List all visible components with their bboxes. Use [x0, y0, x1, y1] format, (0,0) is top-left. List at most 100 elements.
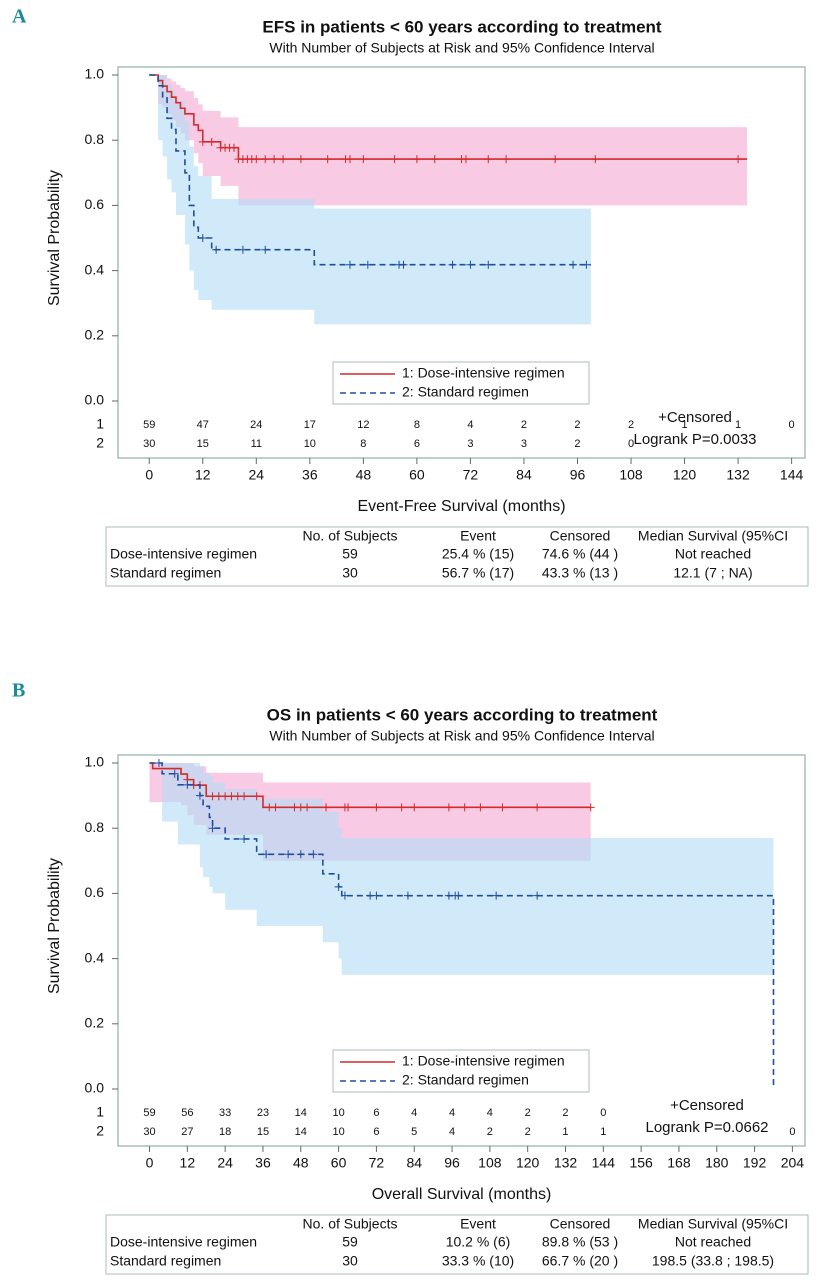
- at-risk-count: 10: [332, 1126, 344, 1138]
- x-tick-label: 60: [331, 1155, 347, 1171]
- x-tick-label: 120: [516, 1155, 540, 1171]
- censor-mark: [296, 155, 305, 164]
- at-risk-count: 2: [562, 1107, 568, 1119]
- censor-mark: [412, 155, 421, 164]
- at-risk-count: 24: [250, 419, 262, 431]
- at-risk-count: 6: [373, 1107, 379, 1119]
- table-cell: 10.2 % (6): [446, 1234, 511, 1250]
- table-frame: [105, 1214, 809, 1275]
- chart-title: EFS in patients < 60 years according to …: [262, 17, 661, 36]
- y-tick-label: 0.8: [85, 819, 105, 835]
- censor-mark: [261, 155, 270, 164]
- x-tick-label: 156: [629, 1155, 653, 1171]
- censor-mark: [372, 891, 381, 900]
- x-tick-label: 144: [780, 467, 804, 483]
- x-tick-label: 12: [180, 1155, 196, 1171]
- chart-title: OS in patients < 60 years according to t…: [267, 705, 658, 724]
- y-axis-label: Survival Probability: [46, 170, 63, 306]
- censor-mark: [284, 850, 293, 859]
- censor-mark: [454, 891, 463, 900]
- at-risk-count: 12: [357, 419, 369, 431]
- legend-box: [332, 1049, 590, 1093]
- legend-label: 1: Dose-intensive regimen: [402, 365, 565, 381]
- censor-mark: [533, 891, 542, 900]
- x-tick-label: 84: [516, 467, 532, 483]
- table-cell: 33.3 % (10): [442, 1253, 514, 1269]
- at-risk-count: 59: [143, 1107, 155, 1119]
- censor-mark: [238, 245, 247, 254]
- censor-mark: [484, 260, 493, 269]
- censor-mark: [303, 803, 312, 812]
- censor-mark: [252, 155, 261, 164]
- at-risk-count: 2: [525, 1107, 531, 1119]
- table-cell: Standard regimen: [110, 1253, 221, 1269]
- censor-mark: [444, 803, 453, 812]
- at-risk-count: 59: [143, 419, 155, 431]
- at-risk-count: 11: [251, 438, 262, 450]
- at-risk-count: 17: [304, 419, 316, 431]
- table-cell: 56.7 % (17): [442, 565, 514, 581]
- censor-mark: [296, 850, 305, 859]
- table-cell: 59: [342, 1234, 358, 1250]
- y-tick-label: 0.6: [85, 196, 105, 212]
- censor-mark: [460, 803, 469, 812]
- x-axis-label: Event-Free Survival (months): [357, 498, 565, 515]
- at-risk-count: 30: [143, 438, 155, 450]
- at-risk-count: 1: [681, 419, 687, 431]
- censor-mark: [309, 850, 318, 859]
- x-tick-label: 144: [592, 1155, 616, 1171]
- censor-mark: [492, 891, 501, 900]
- at-risk-count: 3: [521, 438, 527, 450]
- at-risk-count: 2: [628, 419, 634, 431]
- at-risk-count: 1: [600, 1126, 606, 1138]
- y-tick-label: 0.8: [85, 131, 105, 147]
- x-tick-label: 36: [302, 467, 318, 483]
- confidence-band: [149, 763, 774, 975]
- censor-mark: [208, 824, 217, 833]
- at-risk-count: 10: [304, 438, 316, 450]
- annotation: Logrank P=0.0033: [633, 431, 756, 448]
- table-header: Median Survival (95%CI: [638, 528, 788, 544]
- plot-frame: [117, 754, 806, 1147]
- at-risk-count: 0: [789, 419, 795, 431]
- at-risk-count: 15: [257, 1126, 269, 1138]
- censor-mark: [586, 803, 595, 812]
- legend-label: 2: Standard regimen: [402, 384, 529, 400]
- confidence-band: [149, 75, 591, 325]
- at-risk-count: 0: [628, 438, 634, 450]
- at-risk-count: 23: [257, 1107, 269, 1119]
- at-risk-count: 2: [574, 419, 580, 431]
- panel-label: A: [12, 6, 27, 28]
- at-risk-count: 18: [219, 1126, 231, 1138]
- x-tick-label: 108: [478, 1155, 502, 1171]
- survival-curve: [149, 74, 591, 266]
- at-risk-count: 2: [521, 419, 527, 431]
- censor-mark: [461, 155, 470, 164]
- at-risk-count: 0: [789, 1126, 795, 1138]
- censor-mark: [430, 155, 439, 164]
- x-tick-label: 96: [570, 467, 586, 483]
- table-header: No. of Subjects: [303, 1216, 398, 1232]
- annotation: Logrank P=0.0662: [645, 1119, 768, 1136]
- censor-mark: [466, 260, 475, 269]
- censor-mark: [262, 850, 271, 859]
- censor-mark: [484, 155, 493, 164]
- y-tick-label: 0.4: [85, 261, 105, 277]
- x-tick-label: 120: [673, 467, 697, 483]
- censor-mark: [372, 803, 381, 812]
- at-risk-count: 8: [360, 438, 366, 450]
- at-risk-count: 3: [467, 438, 473, 450]
- y-tick-label: 0.0: [85, 392, 105, 408]
- at-risk-count: 6: [373, 1126, 379, 1138]
- at-risk-count: 14: [295, 1126, 307, 1138]
- at-risk-count: 5: [411, 1126, 417, 1138]
- censor-mark: [270, 155, 279, 164]
- table-cell: 59: [342, 546, 358, 562]
- at-risk-group: 1: [96, 416, 104, 432]
- table-frame: [105, 526, 809, 587]
- censor-mark: [198, 234, 207, 242]
- censor-mark: [344, 803, 353, 812]
- x-tick-label: 108: [619, 467, 643, 483]
- censor-mark: [390, 155, 399, 164]
- censor-mark: [476, 803, 485, 812]
